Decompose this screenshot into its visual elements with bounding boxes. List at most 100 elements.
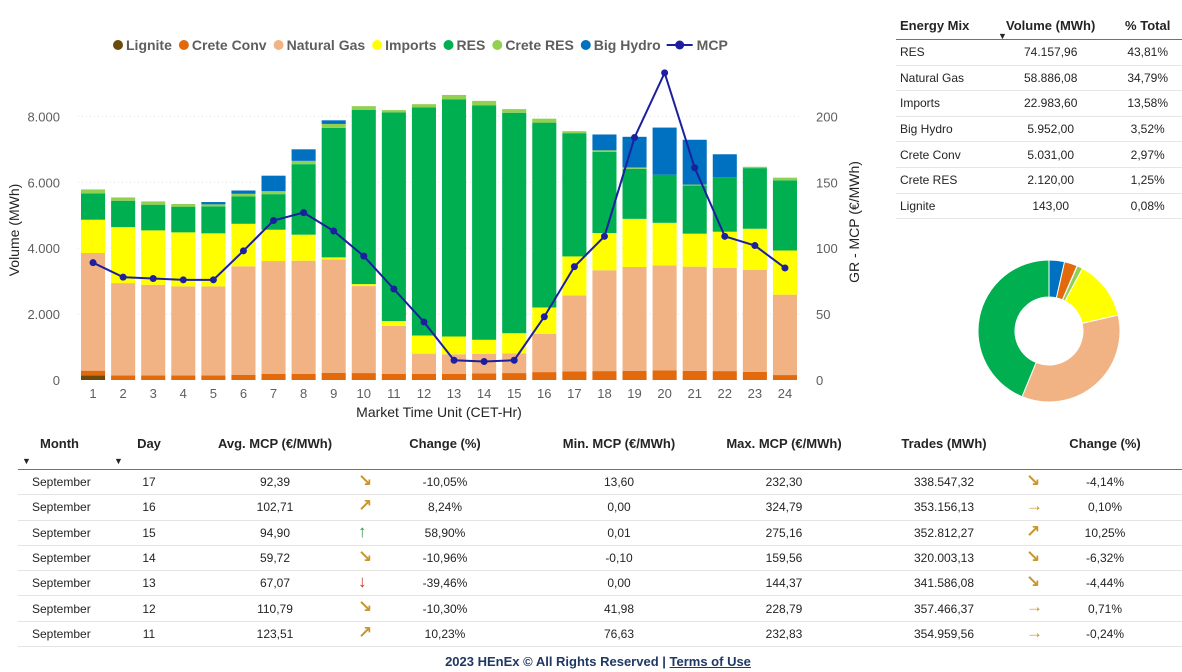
bar-segment-crete-res[interactable] [111,197,136,201]
bar-segment-res[interactable] [291,164,316,235]
bar-segment-crete-res[interactable] [562,131,587,134]
bar-segment-crete-conv[interactable] [472,373,497,380]
table-row[interactable]: September 16 102,71 ↗ 8,24% 0,00 324,79 353.156… [18,494,1182,521]
bar-segment-natural-gas[interactable] [682,266,707,371]
table-row[interactable]: September 11 123,51 ↗ 10,23% 76,63 232,83 354.9… [18,621,1182,648]
mcp-point[interactable] [179,276,187,284]
energy-mix-row[interactable]: Natural Gas 58.886,08 34,79% [896,65,1182,92]
energy-mix-header-pct[interactable]: % Total [1113,14,1182,40]
bar-segment-crete-conv[interactable] [442,373,467,380]
bar-segment-big-hydro[interactable] [201,202,226,205]
bar-segment-res[interactable] [712,177,737,232]
bar-segment-crete-res[interactable] [532,118,557,123]
bar-segment-res[interactable] [261,194,286,230]
bar-segment-crete-res[interactable] [141,201,166,205]
bar-segment-natural-gas[interactable] [772,294,797,376]
mcp-point[interactable] [360,252,368,260]
bar-segment-imports[interactable] [411,335,436,354]
bar-segment-crete-res[interactable] [201,204,226,207]
mcp-point[interactable] [600,232,608,240]
bar-segment-natural-gas[interactable] [532,333,557,373]
bar-segment-crete-conv[interactable] [141,375,166,380]
bar-segment-res[interactable] [742,168,767,229]
bar-segment-big-hydro[interactable] [712,154,737,178]
bar-segment-natural-gas[interactable] [291,260,316,374]
bar-segment-crete-conv[interactable] [381,373,406,380]
bar-segment-res[interactable] [592,151,617,234]
bar-segment-crete-res[interactable] [171,204,196,207]
bar-segment-imports[interactable] [291,234,316,261]
mcp-point[interactable] [209,276,217,284]
bar-segment-res[interactable] [321,127,346,258]
bar-segment-res[interactable] [442,99,467,337]
bar-segment-res[interactable] [652,174,677,223]
bar-segment-crete-conv[interactable] [652,370,677,380]
bar-segment-imports[interactable] [472,339,497,354]
bar-segment-imports[interactable] [562,256,587,296]
mcp-point[interactable] [721,232,729,240]
header-trades-change[interactable]: Change (%) [1028,432,1182,470]
bar-segment-res[interactable] [622,168,647,219]
mcp-point[interactable] [661,69,669,77]
mcp-point[interactable] [631,133,639,141]
bar-segment-imports[interactable] [321,257,346,260]
bar-segment-crete-res[interactable] [442,94,467,100]
mcp-point[interactable] [390,285,398,293]
bar-segment-res[interactable] [772,180,797,251]
bar-segment-imports[interactable] [81,219,106,254]
bar-segment-res[interactable] [171,206,196,233]
mcp-point[interactable] [691,164,699,172]
header-min-mcp[interactable]: Min. MCP (€/MWh) [530,432,708,470]
table-row[interactable]: September 12 110,79 ↘ -10,30% 41,98 228,79 357.… [18,595,1182,622]
bar-segment-crete-conv[interactable] [502,373,527,380]
bar-segment-natural-gas[interactable] [111,283,136,376]
header-day[interactable]: Day ▼ [108,432,190,470]
bar-segment-res[interactable] [411,107,436,336]
mcp-point[interactable] [781,264,789,272]
bar-segment-crete-conv[interactable] [291,373,316,380]
bar-segment-big-hydro[interactable] [231,190,256,194]
bar-segment-natural-gas[interactable] [171,286,196,376]
table-row[interactable]: September 14 59,72 ↘ -10,96% -0,10 159,56 320.0… [18,545,1182,572]
bar-segment-crete-conv[interactable] [712,371,737,380]
bar-segment-crete-res[interactable] [291,160,316,165]
mcp-point[interactable] [270,217,278,224]
bar-segment-natural-gas[interactable] [562,295,587,372]
mcp-point[interactable] [510,356,518,364]
bar-segment-crete-res[interactable] [231,193,256,197]
bar-segment-crete-conv[interactable] [742,371,767,380]
energy-mix-row[interactable]: Crete Conv 5.031,00 2,97% [896,141,1182,168]
bar-segment-crete-conv[interactable] [772,375,797,380]
bar-segment-natural-gas[interactable] [141,284,166,376]
bar-segment-natural-gas[interactable] [201,286,226,376]
energy-mix-row[interactable]: Imports 22.983,60 13,58% [896,90,1182,117]
bar-segment-natural-gas[interactable] [411,353,436,374]
bar-segment-big-hydro[interactable] [261,175,286,192]
bar-segment-res[interactable] [81,193,106,220]
legend-item-label[interactable]: Imports [385,37,437,53]
bar-segment-imports[interactable] [652,222,677,266]
bar-segment-crete-res[interactable] [81,189,106,194]
bar-segment-imports[interactable] [682,233,707,267]
bar-segment-imports[interactable] [261,229,286,262]
bar-segment-crete-conv[interactable] [111,375,136,380]
bar-segment-natural-gas[interactable] [261,261,286,374]
bar-segment-res[interactable] [111,200,136,228]
legend-item-label[interactable]: Big Hydro [594,37,661,53]
bar-segment-crete-conv[interactable] [231,374,256,380]
bar-segment-crete-res[interactable] [772,177,797,181]
legend-item-label[interactable]: RES [457,37,486,53]
bar-segment-crete-conv[interactable] [171,375,196,380]
legend-item-label[interactable]: Crete Conv [192,37,267,53]
bar-segment-crete-res[interactable] [622,167,647,169]
bar-segment-crete-conv[interactable] [201,375,226,380]
bar-segment-crete-conv[interactable] [682,370,707,380]
bar-segment-imports[interactable] [622,218,647,267]
energy-mix-header-volume[interactable]: Volume (MWh) ▼ [988,14,1114,41]
mcp-point[interactable] [450,356,458,364]
bar-segment-res[interactable] [472,105,497,340]
bar-segment-crete-conv[interactable] [351,373,376,380]
bar-segment-crete-res[interactable] [381,110,406,113]
header-avg-mcp[interactable]: Avg. MCP (€/MWh) [190,432,360,470]
legend-item-label[interactable]: Crete RES [505,37,573,53]
